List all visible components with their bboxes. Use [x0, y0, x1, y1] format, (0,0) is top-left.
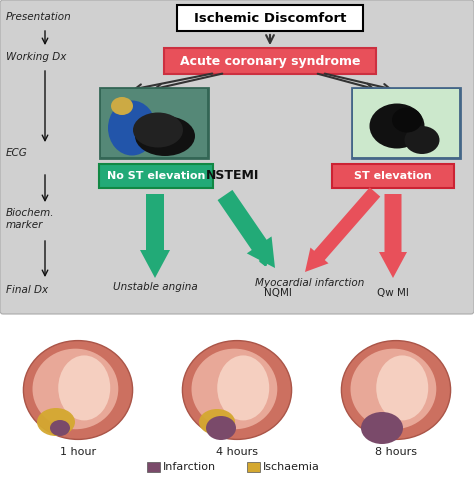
- Ellipse shape: [370, 103, 425, 148]
- FancyBboxPatch shape: [176, 5, 364, 31]
- Text: Qw MI: Qw MI: [377, 288, 409, 298]
- Text: Working Dx: Working Dx: [6, 52, 66, 62]
- Text: Final Dx: Final Dx: [6, 285, 48, 295]
- Ellipse shape: [108, 100, 156, 156]
- FancyBboxPatch shape: [100, 88, 208, 158]
- Ellipse shape: [23, 341, 133, 440]
- Text: 8 hours: 8 hours: [375, 447, 417, 457]
- Text: ST elevation: ST elevation: [354, 171, 432, 181]
- Ellipse shape: [206, 416, 236, 440]
- Text: Ischaemia: Ischaemia: [263, 462, 320, 472]
- FancyBboxPatch shape: [99, 164, 213, 188]
- Text: No ST elevation: No ST elevation: [107, 171, 205, 181]
- Text: Biochem.
marker: Biochem. marker: [6, 208, 55, 229]
- Ellipse shape: [135, 116, 195, 156]
- Bar: [147, 462, 160, 472]
- Ellipse shape: [404, 126, 439, 154]
- Ellipse shape: [199, 409, 235, 435]
- Ellipse shape: [50, 420, 70, 436]
- Ellipse shape: [33, 349, 118, 429]
- Text: Unstable angina: Unstable angina: [113, 282, 197, 292]
- Text: ECG: ECG: [6, 148, 28, 158]
- Ellipse shape: [217, 355, 269, 420]
- Text: 1 hour: 1 hour: [60, 447, 96, 457]
- Ellipse shape: [111, 97, 133, 115]
- FancyBboxPatch shape: [352, 88, 460, 158]
- FancyArrow shape: [379, 194, 407, 278]
- FancyArrow shape: [305, 187, 380, 272]
- Text: Myocardial infarction: Myocardial infarction: [255, 278, 365, 288]
- Text: NSTEMI: NSTEMI: [206, 169, 260, 182]
- Text: Infarction: Infarction: [163, 462, 216, 472]
- Bar: [247, 462, 260, 472]
- Text: Ischemic Discomfort: Ischemic Discomfort: [194, 12, 346, 25]
- FancyBboxPatch shape: [101, 89, 207, 157]
- Ellipse shape: [37, 408, 75, 436]
- Ellipse shape: [376, 355, 428, 420]
- FancyArrow shape: [140, 194, 170, 278]
- FancyBboxPatch shape: [353, 89, 459, 157]
- FancyBboxPatch shape: [332, 164, 454, 188]
- Text: 4 hours: 4 hours: [216, 447, 258, 457]
- FancyBboxPatch shape: [164, 48, 376, 74]
- Text: Presentation: Presentation: [6, 12, 72, 22]
- Ellipse shape: [182, 341, 292, 440]
- FancyBboxPatch shape: [0, 0, 474, 314]
- Ellipse shape: [350, 349, 436, 429]
- Ellipse shape: [341, 341, 451, 440]
- Ellipse shape: [58, 355, 110, 420]
- Ellipse shape: [361, 412, 403, 444]
- Ellipse shape: [133, 113, 183, 147]
- Text: Acute coronary syndrome: Acute coronary syndrome: [180, 55, 360, 68]
- Ellipse shape: [191, 349, 277, 429]
- Ellipse shape: [368, 418, 388, 434]
- FancyArrow shape: [218, 190, 275, 268]
- Ellipse shape: [392, 108, 422, 132]
- Text: NQMI: NQMI: [264, 288, 292, 298]
